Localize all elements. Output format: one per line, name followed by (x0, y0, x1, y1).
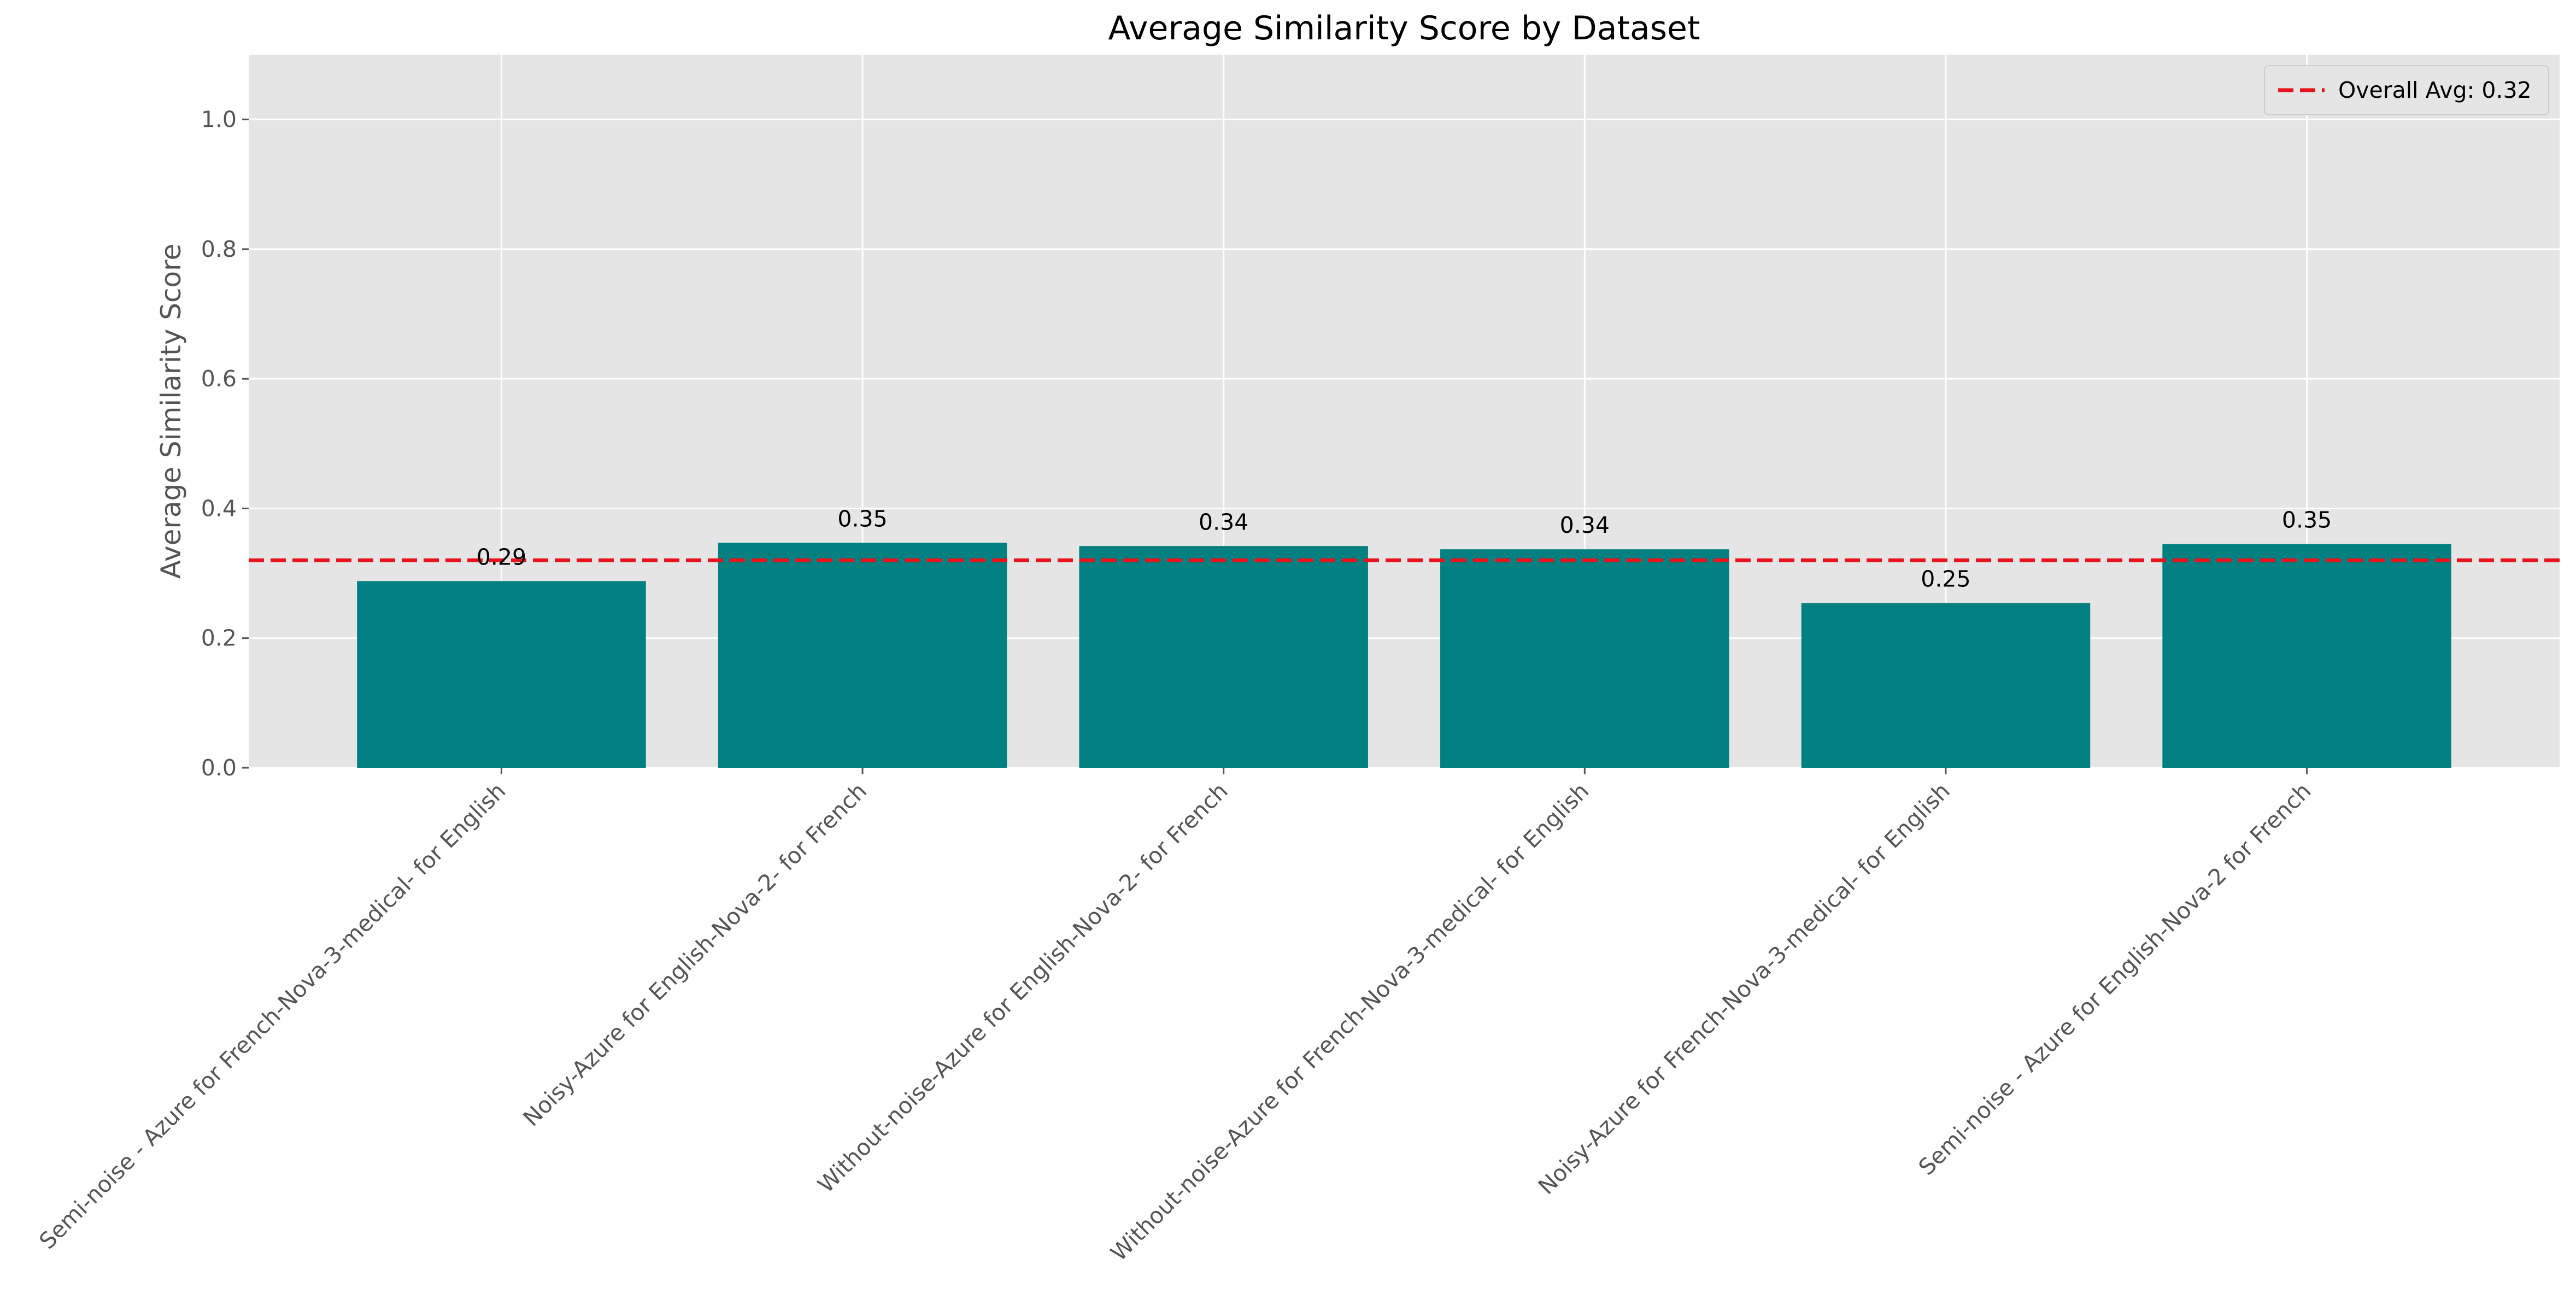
y-tick-label: 0.0 (201, 755, 237, 781)
bar-5 (1801, 603, 2091, 768)
legend-entry-overall-avg: Overall Avg: 0.32 (2338, 77, 2532, 103)
bar-value-label: 0.25 (1921, 566, 1970, 592)
bar-1 (357, 581, 646, 768)
y-tick-label: 1.0 (201, 107, 237, 133)
bar-4 (1440, 549, 1729, 768)
bar-6 (2162, 544, 2451, 768)
x-tick-label: Without-noise-Azure for French-Nova-3-me… (1106, 778, 1594, 1266)
y-tick-label: 0.6 (201, 366, 237, 392)
y-axis-label: Average Similarity Score (155, 244, 187, 579)
bar-value-label: 0.35 (2282, 507, 2332, 533)
x-tick-label: Noisy-Azure for English-Nova-2- for Fren… (518, 778, 872, 1131)
bar-2 (718, 543, 1007, 768)
chart-title: Average Similarity Score by Dataset (1108, 9, 1700, 48)
legend: Overall Avg: 0.32 (2264, 65, 2549, 115)
bar-value-label: 0.29 (477, 544, 526, 570)
x-tick-label: Noisy-Azure for French-Nova-3-medical- f… (1533, 778, 1955, 1199)
y-tick-label: 0.2 (201, 625, 237, 651)
x-tick-label: Semi-noise - Azure for French-Nova-3-med… (34, 778, 510, 1254)
bar-value-label: 0.34 (1560, 512, 1610, 538)
y-tick-label: 0.4 (201, 495, 237, 521)
bar-value-label: 0.34 (1199, 509, 1248, 535)
x-tick-label: Without-noise-Azure for English-Nova-2- … (813, 778, 1233, 1198)
bar-value-label: 0.35 (837, 505, 887, 532)
x-tick-label: Semi-noise - Azure for English-Nova-2 fo… (1914, 778, 2316, 1180)
bar-3 (1079, 546, 1368, 768)
y-tick-label: 0.8 (201, 236, 237, 262)
